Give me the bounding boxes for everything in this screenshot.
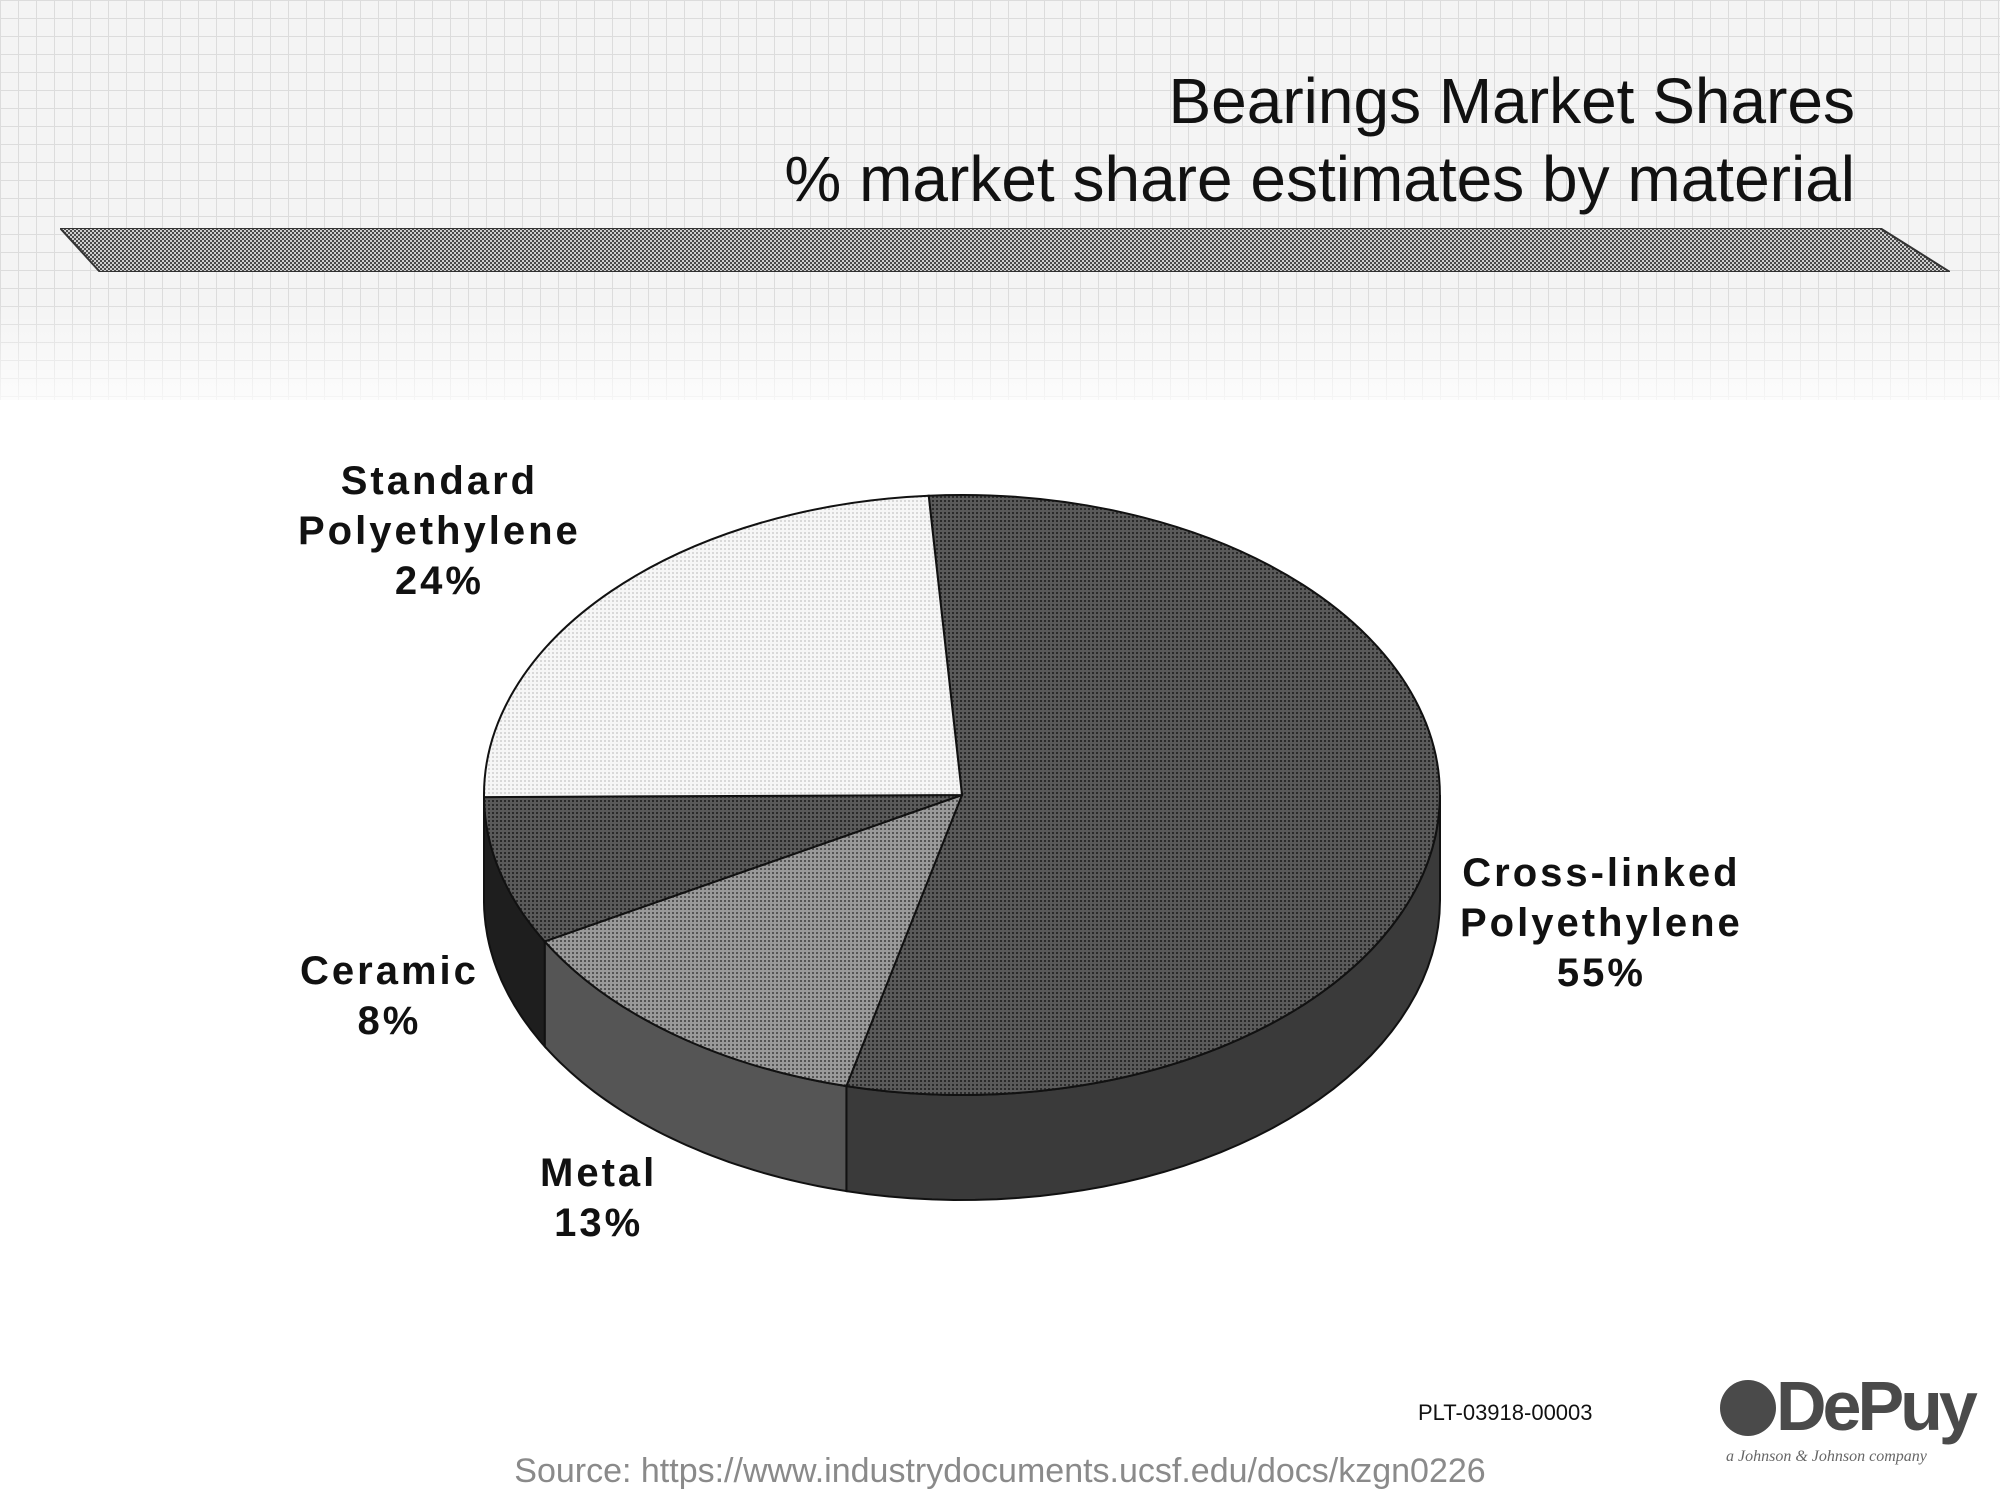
slice-label-name: Polyethylene	[1460, 901, 1743, 945]
pie-slice-metal	[542, 793, 964, 1088]
title-block: Bearings Market Shares % market share es…	[784, 62, 1855, 218]
slice-label-name: Cross-linked	[1462, 851, 1741, 895]
slice-label-value: 55%	[1556, 951, 1646, 995]
pie-slice-cross-linked-polyethylene	[845, 493, 1441, 1096]
pie-slice-ceramic	[482, 794, 963, 943]
title-divider-bar	[60, 228, 1950, 272]
logo-circle	[1720, 1380, 1776, 1436]
chart-title: Bearings Market Shares	[1168, 65, 1855, 137]
slice-label-name: Polyethylene	[298, 509, 581, 553]
slice-label-name: Ceramic	[300, 949, 479, 993]
document-id: PLT-03918-00003	[1418, 1400, 1593, 1425]
logo-tagline: a Johnson & Johnson company	[1726, 1448, 1927, 1465]
slide-background-fade	[0, 300, 2000, 440]
slice-label-cross-linked-polyethylene: Cross-linked Polyethylene 55%	[1460, 848, 1743, 998]
slice-label-value: 24%	[394, 559, 484, 603]
chart-subtitle: % market share estimates by material	[784, 143, 1855, 215]
source-citation: Source: https://www.industrydocuments.uc…	[514, 1452, 1486, 1490]
pie-slice-standard-polyethylene	[482, 494, 964, 799]
slice-label-standard-polyethylene: Standard Polyethylene 24%	[298, 456, 581, 606]
slice-label-name: Metal	[540, 1151, 658, 1195]
logo-wordmark: DePuy	[1776, 1367, 1978, 1445]
depuy-logo-icon: DePuy a Johnson & Johnson company	[1718, 1367, 1978, 1472]
slice-label-value: 13%	[554, 1201, 644, 1245]
slice-label-metal: Metal 13%	[540, 1148, 657, 1248]
slice-label-value: 8%	[357, 999, 422, 1043]
slice-label-ceramic: Ceramic 8%	[300, 946, 479, 1046]
slice-label-name: Standard	[340, 459, 539, 503]
